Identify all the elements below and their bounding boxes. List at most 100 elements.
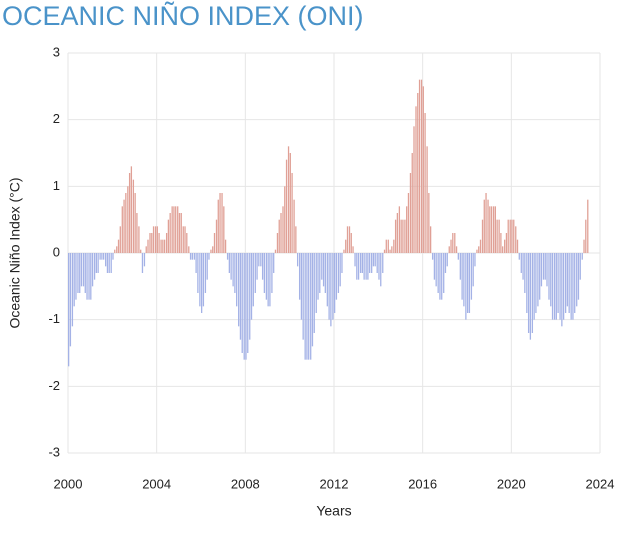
bar (202, 253, 205, 307)
bar (71, 253, 74, 327)
bar (80, 253, 83, 287)
bar (199, 253, 201, 307)
bar (500, 233, 502, 253)
bar (136, 213, 138, 253)
bar (498, 219, 500, 253)
bar (527, 253, 530, 333)
bar (568, 253, 570, 313)
bar (138, 226, 140, 253)
bar (461, 253, 463, 300)
bar (363, 253, 365, 280)
bar (504, 239, 506, 253)
bar (478, 246, 480, 253)
bar (553, 253, 556, 320)
bar (576, 253, 578, 307)
bar (156, 226, 158, 253)
bar (409, 173, 412, 253)
bar (437, 253, 439, 293)
bar (230, 253, 232, 280)
x-tick-label: 2024 (586, 476, 615, 491)
bar (315, 253, 317, 313)
bar (97, 253, 99, 273)
bar (459, 253, 461, 280)
bar (502, 246, 504, 253)
bar (581, 253, 583, 260)
bar (398, 206, 401, 253)
bar (186, 233, 188, 253)
bar (86, 253, 88, 300)
x-tick-label: 2020 (497, 476, 526, 491)
bar (123, 199, 125, 253)
bar (411, 153, 413, 253)
bar (263, 253, 266, 293)
bar (284, 186, 286, 253)
bar (304, 253, 306, 360)
bar (245, 253, 247, 360)
bar (132, 179, 135, 253)
bar (261, 253, 264, 280)
bar (319, 253, 321, 293)
bar (485, 193, 487, 253)
bar (454, 233, 456, 253)
bar (465, 253, 467, 320)
bar (487, 199, 489, 253)
bar (143, 253, 146, 267)
bar (215, 219, 218, 253)
bar (125, 193, 127, 253)
bar (238, 253, 240, 327)
bar (420, 79, 423, 254)
bar (206, 253, 208, 280)
bar (282, 206, 284, 253)
bar (158, 233, 160, 253)
bar (393, 239, 395, 253)
bar (515, 226, 517, 253)
bar (256, 253, 258, 280)
bar (119, 226, 121, 253)
bar (490, 206, 493, 253)
bar (557, 253, 559, 313)
bar (208, 253, 210, 260)
bar (489, 206, 491, 253)
bar (418, 79, 421, 254)
bar (443, 253, 445, 293)
bar (311, 253, 314, 347)
bar (223, 206, 225, 253)
bar (562, 253, 565, 320)
bar (269, 253, 271, 307)
bar (293, 199, 295, 253)
bar (334, 253, 336, 313)
bar (551, 253, 554, 320)
bar (330, 253, 332, 327)
bar (308, 253, 310, 360)
bar (372, 253, 375, 267)
bar (359, 253, 362, 273)
bar (476, 249, 478, 253)
bar (542, 253, 545, 280)
bar (494, 206, 497, 253)
bar (321, 253, 323, 280)
bar (134, 193, 136, 253)
bar (422, 86, 424, 253)
bar (507, 219, 509, 253)
bar (559, 253, 561, 320)
bar (572, 253, 574, 320)
bar (396, 213, 399, 253)
bar (171, 206, 173, 253)
bar (428, 193, 430, 253)
bar (535, 253, 537, 313)
bar (415, 106, 417, 253)
bar (424, 113, 426, 253)
bar (385, 239, 387, 253)
bar (285, 159, 288, 253)
bar (75, 253, 77, 300)
bar (91, 253, 94, 287)
bar (265, 253, 268, 300)
bar (322, 253, 325, 287)
bar (470, 253, 473, 300)
bar (339, 253, 341, 287)
y-tick-label: 3 (53, 44, 60, 59)
bar (522, 253, 524, 280)
bar (496, 219, 498, 253)
bar (431, 253, 434, 260)
bar (326, 253, 328, 307)
